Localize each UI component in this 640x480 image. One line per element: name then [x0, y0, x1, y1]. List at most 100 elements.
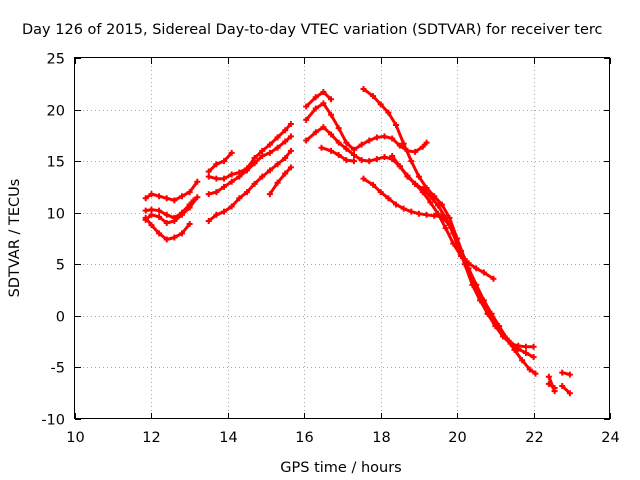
series-arc-6: [205, 121, 294, 182]
data-point: [266, 149, 273, 156]
data-point: [370, 181, 377, 188]
data-point: [148, 211, 155, 218]
series-arc-8: [205, 147, 294, 224]
data-point: [358, 157, 365, 164]
x-tick-label: 12: [142, 430, 160, 446]
y-tick-label: 5: [56, 258, 65, 274]
series-arc-3: [142, 214, 193, 243]
data-point: [259, 173, 266, 180]
series-arc-20: [559, 382, 573, 397]
data-point: [205, 173, 212, 180]
x-tick-label: 22: [525, 430, 543, 446]
data-point: [503, 335, 510, 342]
data-point: [236, 195, 243, 202]
data-point: [328, 147, 335, 154]
data-point: [328, 131, 335, 138]
data-point: [221, 208, 228, 215]
data-point: [318, 144, 325, 151]
data-point: [427, 199, 434, 206]
data-point: [259, 147, 266, 154]
data-point: [442, 225, 449, 232]
data-point: [381, 154, 388, 161]
data-point: [287, 121, 294, 128]
data-point: [415, 210, 422, 217]
data-point: [404, 173, 411, 180]
data-point: [228, 178, 235, 185]
chart-title: Day 126 of 2015, Sidereal Day-to-day VTE…: [22, 22, 603, 38]
data-point: [370, 93, 377, 100]
data-point: [179, 230, 185, 237]
data-point: [303, 116, 310, 123]
data-point: [186, 189, 193, 196]
data-point: [335, 139, 342, 146]
data-point: [515, 345, 522, 352]
data-point: [480, 269, 487, 276]
data-point: [251, 180, 258, 187]
data-point: [393, 122, 399, 129]
series-arc-15: [360, 175, 537, 361]
data-point: [530, 354, 537, 361]
data-point: [171, 197, 178, 204]
series-arc-4: [142, 194, 201, 227]
y-tick-label: 10: [47, 207, 65, 223]
data-point: [243, 167, 250, 174]
data-point: [415, 173, 422, 180]
data-point: [427, 193, 434, 200]
data-point: [205, 191, 212, 198]
data-point: [377, 101, 384, 108]
data-point: [156, 193, 163, 200]
data-point: [385, 195, 392, 202]
data-point: [393, 201, 399, 208]
data-point: [266, 167, 273, 174]
data-point: [287, 164, 294, 171]
data-point: [473, 281, 480, 288]
data-point: [205, 217, 212, 224]
data-point: [519, 357, 526, 364]
data-point: [377, 189, 384, 196]
data-point: [532, 370, 539, 377]
data-point: [559, 369, 566, 376]
data-point: [213, 189, 220, 196]
data-point: [423, 184, 430, 191]
data-point: [303, 103, 310, 110]
data-point: [389, 152, 396, 159]
data-point: [205, 168, 212, 175]
data-point: [287, 147, 294, 154]
data-point: [328, 111, 335, 118]
data-point: [350, 151, 357, 158]
y-tick-label: -10: [41, 413, 65, 429]
data-point: [303, 137, 310, 144]
data-point: [496, 323, 503, 330]
x-tick-label: 18: [372, 430, 390, 446]
data-point: [366, 158, 373, 165]
y-tick-label: 0: [56, 310, 65, 326]
data-point: [511, 346, 518, 353]
data-point: [221, 158, 228, 165]
data-point: [274, 161, 281, 168]
x-tick-label: 10: [66, 430, 84, 446]
data-point: [156, 230, 163, 237]
data-point: [545, 380, 552, 387]
data-point: [266, 141, 273, 148]
data-point: [431, 212, 438, 219]
data-point: [423, 211, 430, 218]
data-point: [142, 207, 149, 214]
data-point: [457, 247, 464, 254]
data-point: [236, 173, 243, 180]
data-point: [381, 133, 388, 140]
data-point: [179, 211, 185, 218]
data-point: [435, 202, 442, 209]
data-point: [148, 206, 155, 213]
data-point: [400, 140, 407, 147]
data-point: [358, 141, 365, 148]
grid-layer: [75, 58, 610, 419]
data-point: [488, 310, 495, 317]
data-point: [335, 125, 342, 132]
data-point: [142, 216, 149, 223]
series-line: [560, 384, 572, 395]
series-arc-11: [303, 100, 430, 155]
x-tick-label: 14: [219, 430, 237, 446]
data-point: [213, 161, 220, 168]
data-point: [373, 134, 380, 141]
